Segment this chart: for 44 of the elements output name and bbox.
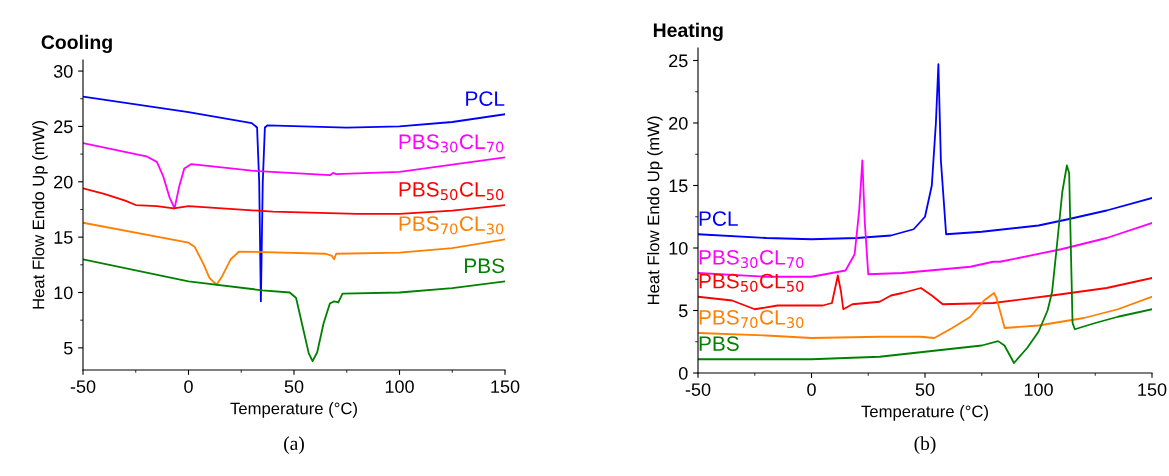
y-tick-label: 15 (54, 231, 73, 244)
series-label: PBS$_{50}$CL$_{50}$ (699, 273, 804, 292)
y-tick-label: 20 (669, 116, 688, 130)
y-tick-label: 20 (54, 175, 73, 189)
series-label: PCL (466, 91, 505, 106)
series-label: PBS$_{50}$CL$_{50}$ (399, 181, 504, 201)
y-tick-label: 0 (678, 366, 688, 380)
series-label: PBS$_{30}$CL$_{70}$ (399, 134, 504, 153)
text: (b) (914, 436, 936, 454)
x-tick-label: 150 (1138, 383, 1167, 396)
x-tick-label: -50 (70, 380, 96, 393)
y-tick-label: 30 (53, 65, 73, 78)
y-tick-label: 5 (63, 341, 73, 355)
chart-title: Cooling (41, 34, 112, 54)
y-tick-label: 10 (54, 286, 73, 300)
x-tick-label: 0 (807, 383, 816, 396)
y-tick-label: 25 (54, 120, 73, 134)
x-tick-label: 100 (385, 380, 414, 393)
x-tick-label: 50 (915, 383, 935, 396)
series-label: PBS$_{70}$CL$_{30}$ (699, 309, 804, 329)
series-label: PBS (465, 258, 505, 274)
chart-title: Heating (653, 22, 723, 42)
x-tick-label: 150 (491, 380, 520, 393)
y-tick-label: 5 (678, 304, 688, 318)
line-series (698, 164, 1152, 364)
line-series (698, 63, 1152, 241)
series-label: PBS$_{70}$CL$_{30}$ (399, 216, 504, 235)
x-tick-label: 100 (1024, 383, 1053, 396)
y-tick-label: 15 (669, 179, 688, 193)
line-series (83, 258, 505, 363)
x-axis-title: Temperature (°C) (230, 402, 357, 418)
x-tick-label: 50 (284, 380, 304, 393)
series-label: PCL (699, 211, 738, 226)
x-tick-label: -50 (685, 383, 711, 396)
x-axis-title: Temperature (°C) (861, 405, 988, 421)
y-tick-label: 10 (669, 241, 688, 255)
series-label: PBS$_{30}$CL$_{70}$ (699, 249, 804, 269)
y-axis-title: Heat Flow Endo Up (mW) (647, 116, 663, 305)
y-axis-title: Heat Flow Endo Up (mW) (32, 121, 48, 309)
line-series (698, 274, 1152, 311)
text: (a) (284, 436, 304, 454)
x-tick-label: 0 (184, 380, 193, 393)
y-tick-label: 25 (669, 54, 688, 68)
series-label: PBS (699, 336, 739, 351)
